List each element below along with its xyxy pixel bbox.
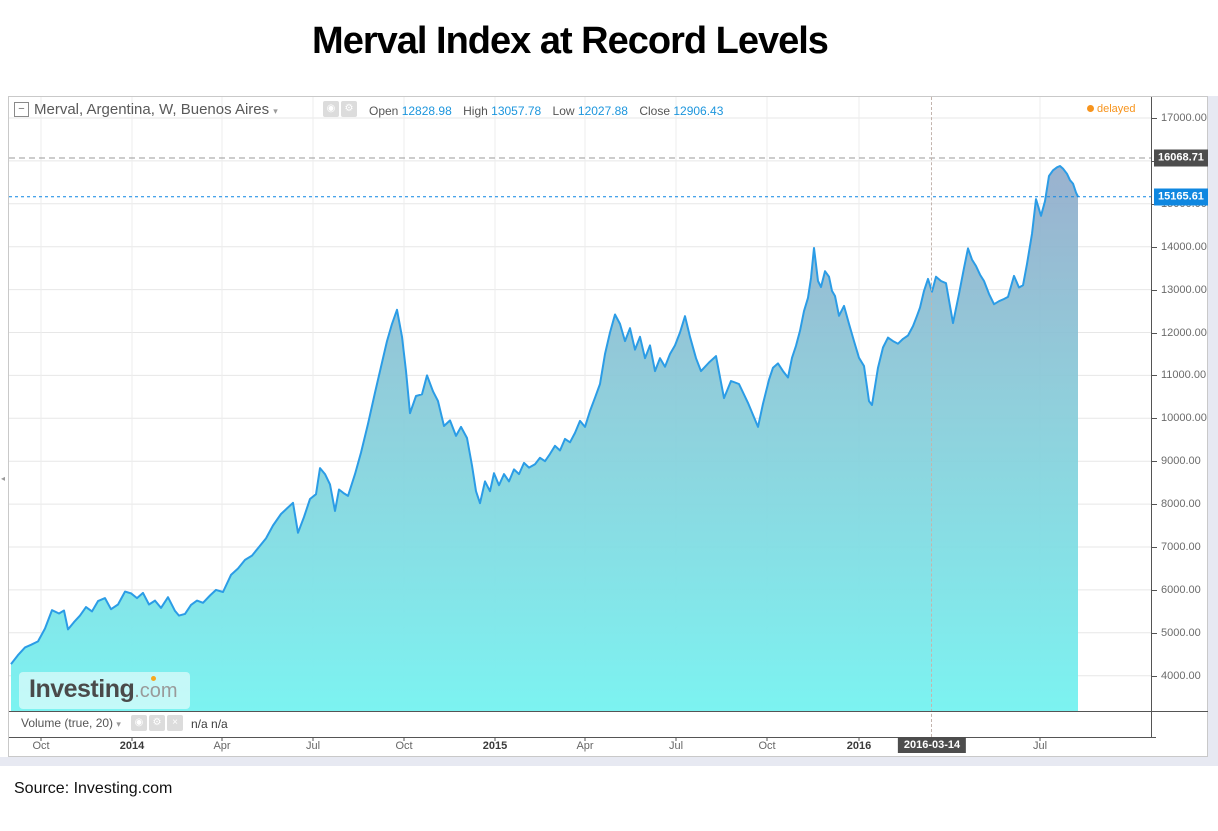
x-axis-label: 2014 — [119, 740, 145, 752]
y-axis-tick — [1152, 547, 1157, 548]
watermark-suffix: .com — [134, 680, 178, 702]
pane-separator[interactable] — [9, 711, 1209, 712]
y-axis-label: 14000.00 — [1161, 240, 1207, 253]
y-axis-label: 9000.00 — [1161, 455, 1201, 468]
x-axis-label: Oct — [32, 740, 50, 752]
settings-gear-icon[interactable]: ⚙ — [149, 715, 165, 731]
y-axis-tick — [1152, 118, 1157, 119]
volume-values: n/a n/a — [191, 717, 228, 731]
collapse-pane-icon[interactable]: − — [14, 102, 29, 117]
y-axis-label: 7000.00 — [1161, 541, 1201, 553]
indicator-circle-icon[interactable]: ◉ — [323, 101, 339, 117]
watermark-orange-dot-icon — [151, 676, 156, 681]
time-axis-line — [9, 737, 1156, 738]
close-label: Close — [639, 104, 670, 118]
price-line — [10, 165, 1079, 665]
x-axis-tick — [403, 737, 405, 741]
symbol-title[interactable]: Merval, Argentina, W, Buenos Aires ▾ — [34, 101, 278, 118]
x-axis-tick — [766, 737, 768, 741]
price-area-fill — [11, 166, 1078, 711]
x-axis-label: Oct — [395, 740, 413, 752]
y-axis-tick — [1152, 289, 1157, 291]
volume-pane-label[interactable]: Volume (true, 20) ▾ — [21, 716, 121, 730]
x-axis-tick — [1039, 737, 1041, 741]
delayed-indicator: delayed — [1087, 103, 1149, 115]
y-axis-label: 8000.00 — [1161, 498, 1201, 511]
x-axis-tick — [584, 737, 586, 741]
y-axis-tick — [1152, 418, 1157, 420]
y-axis-label: 6000.00 — [1161, 583, 1201, 596]
y-axis-tick — [1152, 332, 1157, 334]
crosshair-line — [931, 97, 932, 737]
investing-watermark: Investing.com — [19, 672, 190, 709]
x-axis-label: Jul — [668, 740, 684, 752]
close-icon[interactable]: × — [167, 715, 183, 731]
y-axis-tick — [1152, 589, 1157, 591]
x-axis-tick — [675, 737, 677, 741]
x-axis-label: Apr — [576, 740, 594, 752]
watermark-brand: Investing — [29, 675, 135, 703]
x-axis-label: Apr — [213, 740, 231, 752]
indicator-circle-icon[interactable]: ◉ — [131, 715, 147, 731]
price-plot-area[interactable] — [9, 97, 1151, 711]
left-rail-arrow-icon: ◂ — [1, 474, 6, 483]
y-axis-tick — [1152, 246, 1157, 248]
chevron-down-icon[interactable]: ▾ — [273, 106, 278, 116]
x-axis-label: Jul — [1032, 740, 1048, 752]
x-axis-tick — [858, 737, 860, 741]
crosshair-date-badge: 2016-03-14 — [897, 737, 967, 753]
x-axis-label: Oct — [758, 740, 776, 752]
y-axis-tick — [1152, 675, 1157, 677]
y-axis-tick — [1152, 632, 1157, 634]
open-label: Open — [369, 104, 399, 118]
chart-header: − Merval, Argentina, W, Buenos Aires ▾ ◉… — [9, 97, 1151, 123]
x-axis-tick — [40, 737, 42, 741]
low-value: 12027.88 — [577, 104, 628, 118]
y-axis-label: 11000.00 — [1161, 369, 1207, 382]
close-value: 12906.43 — [673, 104, 724, 118]
right-scrollbar-strip[interactable] — [1208, 96, 1218, 757]
time-axis[interactable]: Oct 2014 Apr Jul Oct 2015 Apr Jul Oct 2016 Jul 2016… — [9, 737, 1151, 757]
y-axis-tick — [1152, 461, 1157, 463]
ohlc-readout: Open 12828.98 High 13057.78 Low 12027.88… — [369, 104, 723, 118]
y-axis-label: 13000.00 — [1161, 283, 1207, 296]
high-label: High — [463, 104, 488, 118]
x-axis-label: 2016 — [846, 740, 872, 752]
x-axis-tick — [494, 737, 496, 741]
y-axis-label: 10000.00 — [1161, 412, 1207, 425]
x-axis-tick — [312, 737, 314, 741]
chart-title: Merval Index at Record Levels — [312, 20, 829, 62]
y-axis-label: 5000.00 — [1161, 626, 1201, 639]
x-axis-tick — [221, 737, 223, 741]
low-label: Low — [552, 104, 575, 118]
x-axis-tick — [131, 737, 133, 741]
high-value: 13057.78 — [491, 104, 542, 118]
y-axis-label: 4000.00 — [1161, 669, 1201, 682]
last-price-badge: 15165.61 — [1154, 188, 1208, 206]
y-axis-label: 12000.00 — [1161, 326, 1207, 339]
bottom-scrollbar-strip[interactable] — [0, 757, 1218, 766]
chevron-down-icon[interactable]: ▾ — [116, 719, 121, 729]
y-axis-tick — [1152, 504, 1157, 506]
volume-pane: Volume (true, 20) ▾ ◉ ⚙ × n/a n/a — [9, 712, 1151, 737]
y-axis-tick — [1152, 375, 1157, 377]
open-value: 12828.98 — [401, 104, 452, 118]
source-caption: Source: Investing.com — [14, 780, 173, 797]
settings-gear-icon[interactable]: ⚙ — [341, 101, 357, 117]
x-axis-label: Jul — [305, 740, 321, 752]
chart-widget: − Merval, Argentina, W, Buenos Aires ▾ ◉… — [8, 96, 1209, 757]
y-axis-label: 17000.00 — [1161, 112, 1207, 124]
record-high-badge: 16068.71 — [1154, 149, 1208, 167]
delayed-dot-icon — [1087, 105, 1094, 112]
price-axis[interactable]: 17000.0016000.0015000.0014000.0013000.00… — [1151, 97, 1209, 737]
x-axis-label: 2015 — [482, 740, 508, 752]
